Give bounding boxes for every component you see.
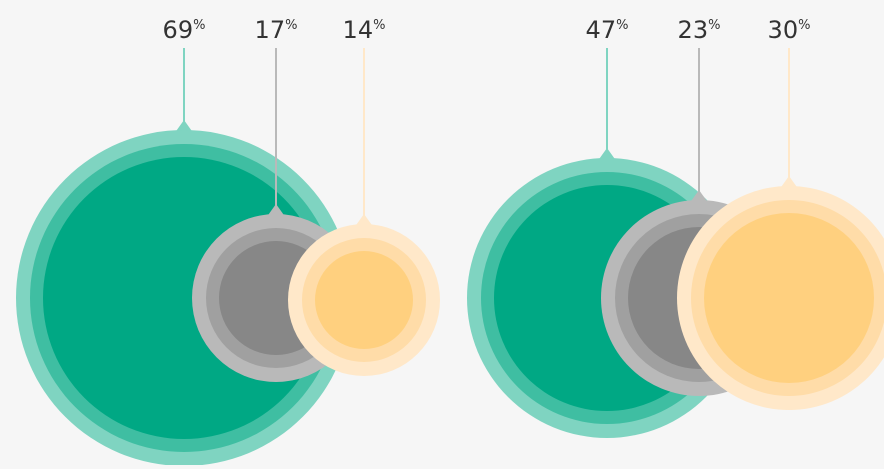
value-text: 23 — [678, 16, 709, 44]
value-text: 14 — [343, 16, 374, 44]
chart-1: 69% 17% 14% — [16, 16, 440, 466]
data-label: 14% — [343, 16, 386, 44]
bubble-1-3 — [288, 48, 440, 376]
unit-text: % — [616, 18, 628, 33]
data-label: 69% — [163, 16, 206, 44]
unit-text: % — [708, 18, 720, 33]
bubble-core — [315, 251, 413, 349]
unit-text: % — [373, 18, 385, 33]
bubble-2-3 — [677, 48, 884, 410]
value-text: 69 — [163, 16, 194, 44]
chart-2: 47% 23% 30% — [467, 16, 884, 438]
data-label: 23% — [678, 16, 721, 44]
bubble-core — [704, 213, 874, 383]
value-text: 47 — [586, 16, 617, 44]
value-text: 30 — [768, 16, 799, 44]
data-label: 47% — [586, 16, 629, 44]
unit-text: % — [798, 18, 810, 33]
unit-text: % — [285, 18, 297, 33]
data-label: 30% — [768, 16, 811, 44]
unit-text: % — [193, 18, 205, 33]
value-text: 17 — [255, 16, 286, 44]
data-label: 17% — [255, 16, 298, 44]
